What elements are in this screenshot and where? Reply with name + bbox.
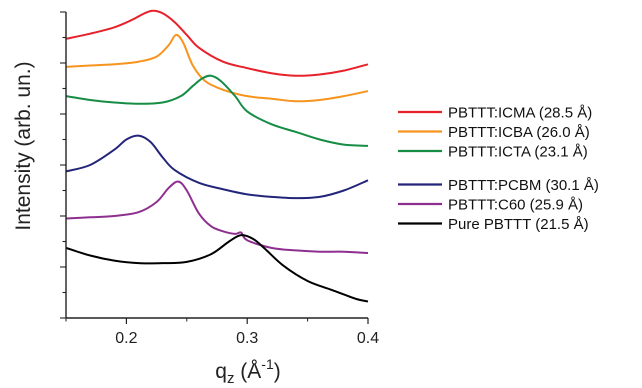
series-line-4 [65, 180, 369, 254]
legend: PBTTT:ICMA (28.5 Å) PBTTT:ICBA (26.0 Å) PB… [398, 105, 599, 233]
series-line-2 [65, 74, 369, 147]
series-line-1 [65, 33, 369, 103]
legend-item-1: PBTTT:ICBA (26.0 Å) [398, 124, 590, 141]
legend-label-5: Pure PBTTT (21.5 Å) [448, 216, 589, 233]
legend-item-3: PBTTT:PCBM (30.1 Å) [398, 177, 599, 194]
x-tick-label-0.4: 0.4 [357, 330, 379, 347]
legend-item-5: Pure PBTTT (21.5 Å) [398, 216, 589, 233]
x-tick-label-0.3: 0.3 [236, 330, 258, 347]
x-axis-label-close: ) [274, 360, 281, 383]
y-axis-label: Intensity (arb. un.) [12, 61, 35, 230]
y-ticks [60, 11, 66, 319]
legend-label-1: PBTTT:ICBA (26.0 Å) [448, 124, 590, 141]
legend-item-0: PBTTT:ICMA (28.5 Å) [398, 105, 592, 122]
legend-label-0: PBTTT:ICMA (28.5 Å) [448, 105, 592, 122]
legend-label-2: PBTTT:ICTA (23.1 Å) [448, 144, 588, 161]
legend-item-2: PBTTT:ICTA (23.1 Å) [398, 144, 588, 161]
series-line-0 [65, 9, 369, 77]
x-tick-label-0.2: 0.2 [115, 330, 137, 347]
x-axis-label-sup: -1 [261, 356, 274, 372]
legend-label-3: PBTTT:PCBM (30.1 Å) [448, 177, 599, 194]
x-axis-label-unit: (Å [234, 360, 261, 383]
x-axis-label-sub: z [227, 370, 235, 387]
legend-label-4: PBTTT:C60 (25.9 Å) [448, 197, 583, 214]
legend-item-4: PBTTT:C60 (25.9 Å) [398, 197, 583, 214]
series-layer [65, 9, 369, 303]
series-line-5 [65, 234, 369, 303]
x-axis-label-main: q [215, 360, 227, 383]
x-axis-label: qz (Å-1) [215, 356, 280, 387]
x-ticks: 0.2 0.3 0.4 [65, 318, 379, 347]
series-line-3 [65, 134, 369, 200]
